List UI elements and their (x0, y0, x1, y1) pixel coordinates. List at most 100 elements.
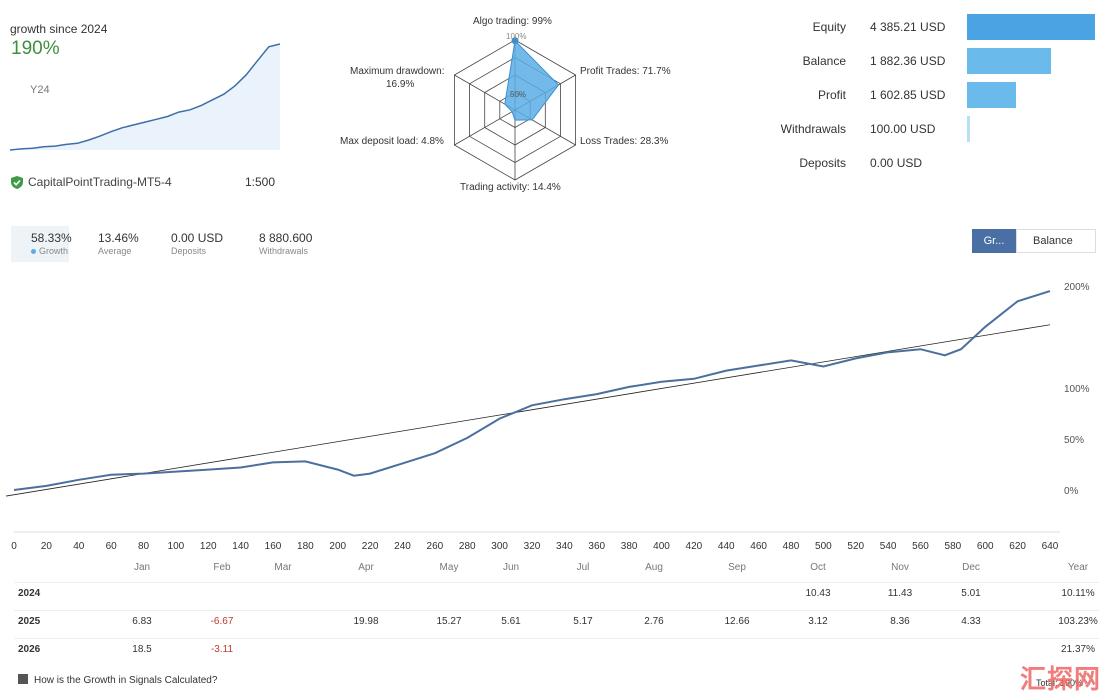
growth-chart-svg (5, 290, 1060, 533)
table-header: Nov (891, 562, 909, 573)
stats-tab-value: 58.33% (31, 231, 72, 245)
growth-chart: 0 20 40 60 80 100 120 140 160 180 200 220 240 260 280 3… (0, 270, 1109, 560)
stats-tab-deposits[interactable]: 0.00 USD Deposits (171, 226, 243, 262)
radar-label-drawdown-value: 16.9% (386, 79, 415, 90)
x-tick-label: 420 (685, 541, 703, 552)
x-tick-label: 640 (1041, 541, 1059, 552)
equity-row-bar (967, 48, 1052, 74)
table-cell: 5.61 (501, 616, 521, 627)
stats-tab-value: 0.00 USD (171, 231, 224, 245)
equity-row-bar (967, 116, 970, 142)
x-tick-label: 160 (264, 541, 282, 552)
table-cell: 21.37% (1061, 644, 1095, 655)
x-tick-label: 500 (815, 541, 832, 552)
table-cell: 5.01 (961, 588, 981, 599)
radar-label-max-deposit-load: Max deposit load: 4.8% (340, 136, 444, 147)
table-header: May (439, 562, 459, 573)
table-cell: 5.17 (573, 616, 593, 627)
table-row-divider (14, 610, 1099, 611)
x-tick-label: 360 (588, 541, 606, 552)
equity-row-label: Equity (812, 20, 846, 34)
equity-row-value: 1 882.36 USD (870, 54, 946, 68)
table-row-year: 2024 (18, 588, 41, 599)
stats-tabs: 58.33% Growth 13.46% Average 0.00 USD Deposit… (11, 226, 341, 262)
x-tick-label: 140 (232, 541, 249, 552)
growth-help-text[interactable]: How is the Growth in Signals Calculated? (34, 675, 218, 686)
table-row-year: 2025 (18, 616, 41, 627)
table-cell: 11.43 (887, 588, 913, 599)
table-header: Jan (133, 562, 151, 573)
x-tick-label: 200 (329, 541, 347, 552)
x-tick-label: 620 (1009, 541, 1026, 552)
stats-tab-label: Growth (31, 246, 69, 256)
table-header: Oct (810, 562, 826, 573)
table-header: Apr (358, 562, 374, 573)
equity-row-balance: Balance 1 882.36 USD (740, 46, 1100, 74)
table-header: Feb (213, 562, 231, 573)
table-cell: 8.36 (890, 616, 910, 627)
x-tick-label: 340 (556, 541, 573, 552)
radar-value-area (504, 39, 560, 121)
table-header: Sep (728, 562, 746, 573)
stats-tab-value: 13.46% (98, 231, 139, 245)
x-tick-label: 100 (167, 541, 185, 552)
balance-mode-button[interactable]: Balance (1016, 229, 1096, 253)
equity-row-value: 100.00 USD (870, 122, 936, 136)
monthly-returns-table: Jan Feb Mar Apr May Jun Jul Aug Sep Oct Nov Dec Year… (0, 558, 1109, 668)
x-tick-label: 120 (199, 541, 217, 552)
equity-row-bar (967, 82, 1016, 108)
x-tick-label: 300 (491, 541, 508, 552)
y-tick-label: 0% (1064, 486, 1079, 497)
trendline (5, 324, 1051, 497)
x-tick-label: 60 (105, 541, 117, 552)
stats-tab-growth[interactable]: 58.33% Growth (11, 226, 72, 262)
table-header: Jun (502, 562, 520, 573)
x-tick-label: 240 (394, 541, 411, 552)
table-cell: 103.23% (1058, 616, 1098, 627)
table-cell: 12.66 (724, 616, 750, 627)
growth-help-link[interactable]: How is the Growth in Signals Calculated? (18, 674, 217, 686)
x-tick-label: 440 (717, 541, 735, 552)
mini-growth-chart (9, 43, 281, 151)
x-tick-label: 20 (40, 541, 52, 552)
table-row-divider (14, 638, 1099, 639)
table-cell: 3.12 (808, 616, 828, 627)
table-cell: 4.33 (961, 616, 981, 627)
x-tick-label: 460 (750, 541, 767, 552)
radar-svg (454, 37, 577, 181)
radar-center-mid: 50% (510, 90, 527, 99)
growth-line (13, 290, 1051, 491)
mini-growth-title: growth since 2024 (10, 22, 108, 36)
table-header: Jul (576, 562, 590, 573)
radar-chart: Algo trading: 99% Profit Trades: 71.7% L… (330, 10, 710, 200)
table-cell: 6.83 (132, 616, 152, 627)
x-tick-label: 600 (976, 541, 994, 552)
mini-growth-area (10, 44, 280, 150)
account-info: CapitalPointTrading-MT5-4 1:500 (11, 174, 291, 192)
table-cell: 19.98 (353, 616, 379, 627)
x-tick-label: 80 (137, 541, 150, 552)
equity-row-label: Balance (802, 54, 846, 68)
radar-center-top: 100% (506, 32, 527, 41)
watermark-logo: 汇探网 (1019, 664, 1101, 694)
account-server-name[interactable]: CapitalPointTrading-MT5-4 (28, 175, 172, 189)
table-header: Year (1067, 562, 1089, 573)
stats-tab-average[interactable]: 13.46% Average (98, 226, 158, 262)
stats-tab-label: Withdrawals (259, 246, 309, 256)
radar-label-drawdown: Maximum drawdown: (350, 66, 445, 77)
mini-growth-sub: Y24 (30, 84, 50, 96)
growth-mode-button[interactable]: Gr... (972, 229, 1016, 253)
radar-axis (454, 109, 516, 146)
mini-growth-value: 190% (11, 38, 60, 59)
mini-growth-panel: growth since 2024 190% Y24 (0, 0, 290, 200)
radar-point-algo (511, 37, 519, 45)
equity-row-value: 0.00 USD (870, 156, 923, 170)
stats-tab-label: Deposits (171, 246, 207, 256)
x-tick-label: 560 (912, 541, 929, 552)
equity-panel: Equity 4 385.21 USD Balance 1 882.36 USD Pro… (740, 12, 1100, 182)
stats-tab-withdrawals[interactable]: 8 880.600 Withdrawals (259, 226, 335, 262)
x-tick-label: 480 (782, 541, 800, 552)
mini-growth-line (9, 43, 281, 151)
x-tick-label: 580 (944, 541, 962, 552)
table-cell: 15.27 (436, 616, 462, 627)
